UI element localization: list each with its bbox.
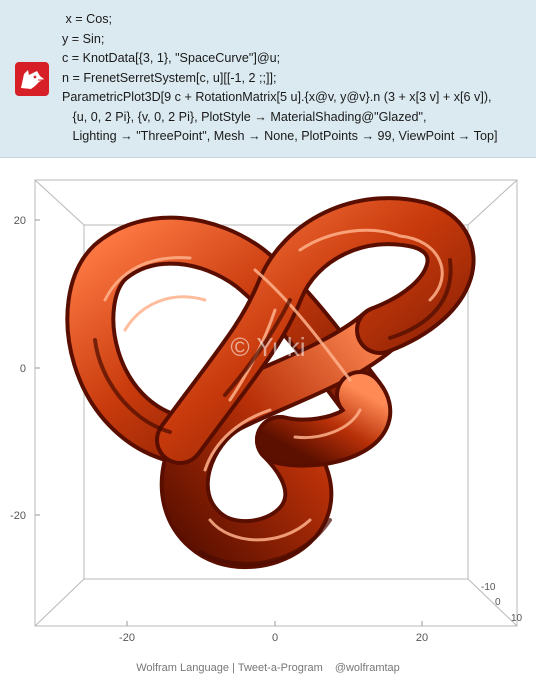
knot-twist-shadows <box>93 258 453 566</box>
watermark: © Yuki <box>230 332 305 362</box>
code-line: ParametricPlot3D[9 c + RotationMatrix[5 … <box>62 90 492 104</box>
code-line: y = Sin; <box>62 31 105 46</box>
z-tick-label: 10 <box>511 613 523 624</box>
footer-program: Tweet-a-Program <box>237 662 323 674</box>
y-tick-label: -20 <box>10 510 26 522</box>
footer-brand: Wolfram Language <box>136 662 229 674</box>
z-tick-label: -10 <box>481 582 496 593</box>
footer-handle: @wolframtap <box>334 662 400 674</box>
x-axis-labels: -20 0 20 <box>119 632 428 644</box>
knot-plot: © Yuki 20 0 -20 -20 0 20 -10 0 10 <box>10 179 523 644</box>
z-axis-labels: -10 0 10 <box>481 582 523 624</box>
wolfram-wolf-logo-icon <box>15 62 49 96</box>
y-tick-label: 20 <box>14 215 26 227</box>
x-tick-label: 20 <box>416 632 428 644</box>
plot-box <box>34 179 518 627</box>
plot-ticks <box>35 219 423 626</box>
code-line: n = FrenetSerretSystem[c, u][[-1, 2 ;;]]… <box>62 70 277 85</box>
footer-separator: | <box>231 662 235 674</box>
code-line: Lighting → "ThreePoint", Mesh → None, Pl… <box>62 129 498 143</box>
code-line: x = Cos; <box>62 12 113 26</box>
footer: Wolfram Language | Tweet-a-Program @wolfram… <box>0 662 536 674</box>
y-axis-labels: 20 0 -20 <box>10 215 26 522</box>
y-tick-label: 0 <box>20 363 26 375</box>
code-line: {u, 0, 2 Pi}, {v, 0, 2 Pi}, PlotStyle → … <box>62 109 427 124</box>
z-tick-label: 0 <box>495 597 501 608</box>
x-tick-label: 0 <box>272 632 278 644</box>
code-block: x = Cos; y = Sin; c = KnotData[{3, 1}, "… <box>62 10 497 147</box>
input-cell: x = Cos; y = Sin; c = KnotData[{3, 1}, "… <box>0 0 536 158</box>
x-tick-label: -20 <box>119 632 135 644</box>
trefoil-knot-surface <box>65 196 476 569</box>
code-line: c = KnotData[{3, 1}, "SpaceCurve"]@u; <box>62 51 281 65</box>
